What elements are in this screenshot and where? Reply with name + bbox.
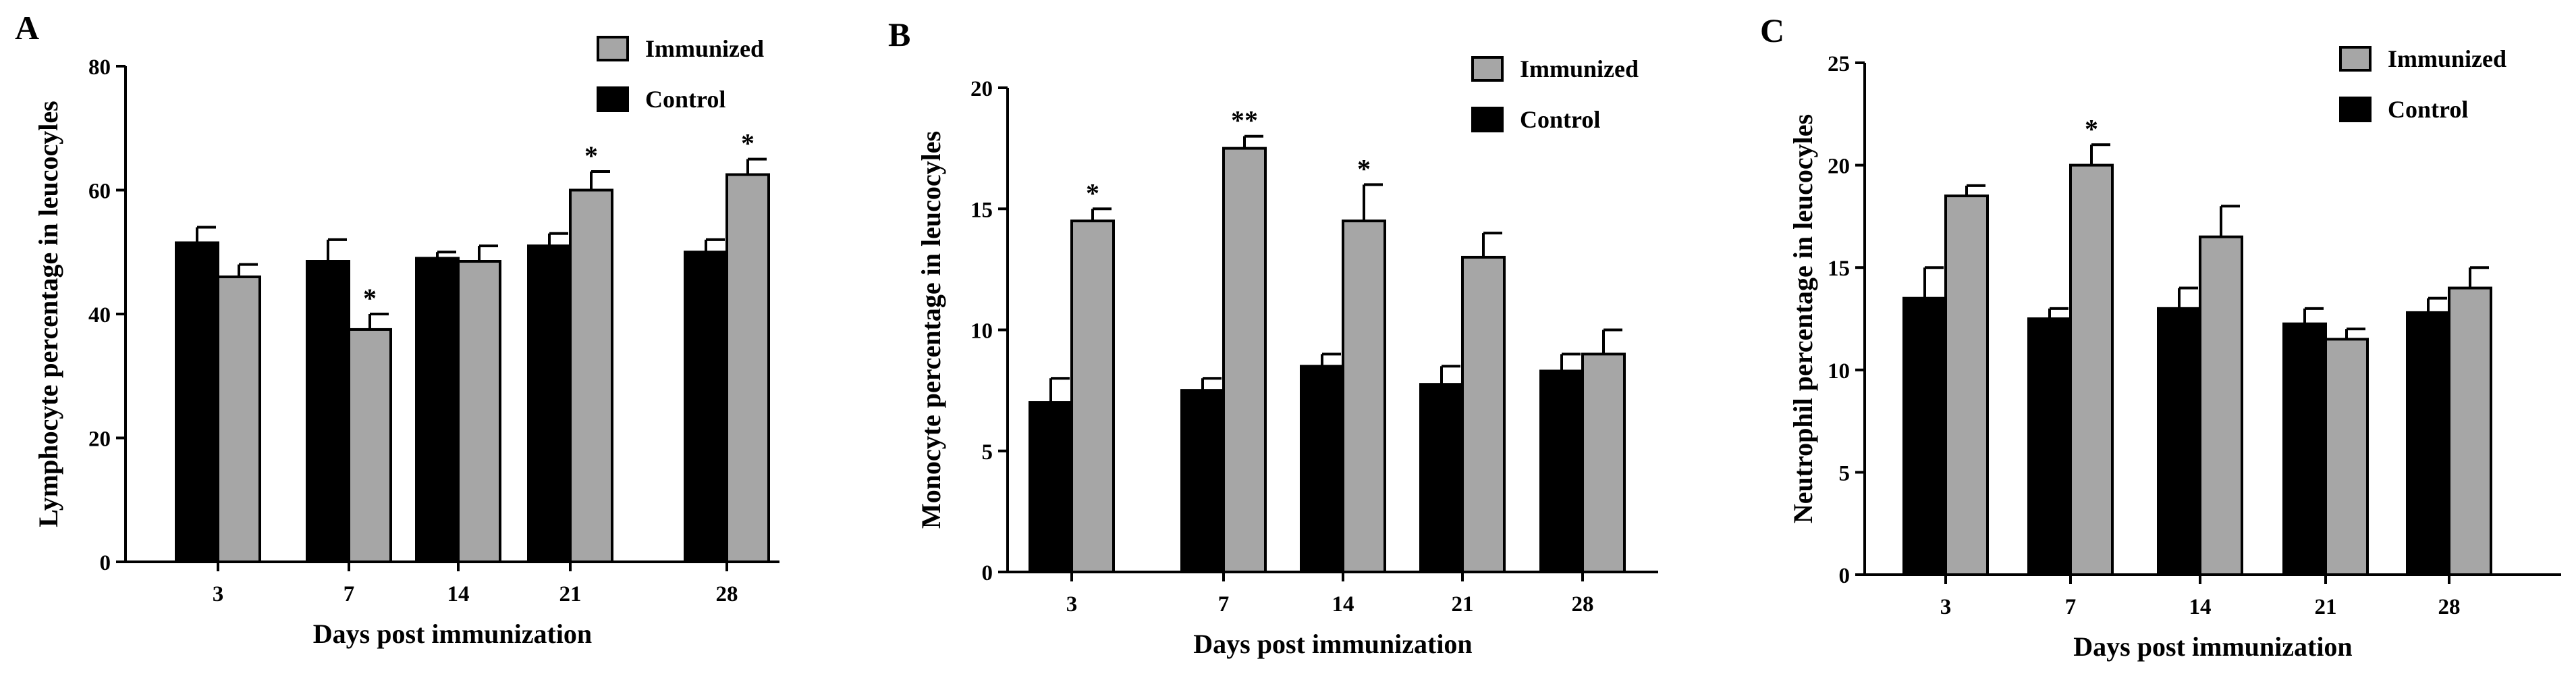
control-bar	[175, 241, 219, 563]
immunized-bar	[217, 275, 261, 563]
x-tick-label: 7	[344, 582, 355, 606]
control-bar	[2157, 307, 2201, 576]
immunized-bar	[1581, 353, 1626, 573]
legend-label-control: Control	[1520, 106, 1600, 133]
x-tick-label: 3	[213, 582, 224, 606]
legend-swatch-control	[1471, 107, 1504, 132]
legend-label-immunized: Immunized	[1520, 55, 1639, 82]
x-tick-label: 7	[2065, 595, 2077, 619]
x-tick-label: 28	[1572, 592, 1594, 617]
x-axis-title: Days post immunization	[1193, 629, 1472, 659]
chart-panel-c: C 0 5 10 15 20 25 3 7 * 14 21 28 Days post immunizati…	[1760, 11, 2561, 662]
x-axis-title: Days post immunization	[313, 619, 592, 649]
immunized-bar	[569, 188, 613, 563]
legend-label-immunized: Immunized	[2388, 45, 2506, 72]
immunized-bar	[1222, 147, 1267, 573]
immunized-bar	[1342, 219, 1386, 573]
legend-label-control: Control	[645, 86, 725, 113]
control-bar	[527, 244, 572, 563]
immunized-bar	[2069, 163, 2114, 577]
control-bar	[415, 257, 460, 563]
immunized-bar	[2448, 286, 2492, 576]
x-tick-label: 3	[1066, 592, 1078, 617]
y-tick-label: 5	[982, 440, 993, 465]
immunized-bar	[457, 260, 501, 563]
immunized-bar	[1944, 194, 1989, 576]
control-bar	[684, 251, 728, 563]
x-tick-label: 21	[559, 582, 582, 606]
y-tick-label: 25	[1828, 52, 1850, 76]
control-bar	[1539, 369, 1584, 573]
immunized-bar	[725, 173, 770, 563]
x-tick-label: 21	[1452, 592, 1474, 617]
legend-swatch-immunized	[597, 36, 629, 61]
legend-swatch-control	[597, 86, 629, 112]
control-bar	[1300, 365, 1344, 574]
immunized-significance-mark: *	[1357, 153, 1371, 184]
x-tick-label: 14	[2189, 595, 2212, 619]
control-bar	[306, 260, 350, 563]
x-tick-label: 3	[1940, 595, 1952, 619]
x-tick-label: 14	[1332, 592, 1354, 617]
chart-panel-b: B 0 5 10 15 20 3 * 7 ** 14 * 21 28 Days post immunizat…	[888, 16, 1658, 659]
y-axis-title: Lymphocyte percentage in leucocyles	[33, 101, 63, 527]
legend-swatch-immunized	[1471, 56, 1504, 82]
chart-panel-a: A 0 20 40 60 80 3 7 * 14 21 * 28 * Days post immunizat…	[15, 9, 779, 649]
y-tick-label: 40	[88, 303, 111, 328]
y-tick-label: 20	[970, 77, 993, 101]
legend-label-control: Control	[2388, 96, 2468, 123]
immunized-bar	[2324, 338, 2369, 576]
x-tick-label: 7	[1218, 592, 1230, 617]
panel-letter: A	[15, 9, 39, 47]
immunized-significance-mark: *	[1086, 178, 1099, 208]
immunized-significance-mark: *	[363, 283, 377, 313]
y-tick-label: 10	[970, 319, 993, 344]
immunized-significance-mark: *	[741, 128, 755, 159]
panel-letter: B	[888, 16, 910, 53]
y-tick-label: 0	[982, 561, 993, 585]
immunized-significance-mark: **	[1231, 105, 1258, 136]
immunized-significance-mark: *	[2085, 113, 2098, 144]
legend-swatch-control	[2339, 97, 2372, 122]
control-bar	[2282, 322, 2327, 576]
panel-letter: C	[1760, 11, 1784, 49]
y-tick-label: 20	[1828, 155, 1850, 179]
control-bar	[1902, 296, 1947, 576]
control-bar	[1180, 389, 1225, 573]
y-tick-label: 20	[88, 427, 111, 452]
control-bar	[2027, 317, 2072, 576]
control-bar	[1029, 401, 1073, 573]
y-tick-label: 80	[88, 55, 111, 80]
x-tick-label: 28	[716, 582, 738, 606]
y-axis-title: Neutrophil percentage in leucocyles	[1788, 114, 1818, 523]
y-tick-label: 60	[88, 180, 111, 204]
y-tick-label: 10	[1828, 359, 1850, 384]
x-tick-label: 28	[2438, 595, 2461, 619]
control-bar	[2406, 311, 2450, 576]
y-tick-label: 0	[1839, 564, 1851, 588]
control-bar	[1419, 383, 1464, 573]
immunized-bar	[2199, 235, 2243, 576]
legend-swatch-immunized	[2339, 46, 2372, 72]
y-tick-label: 15	[1828, 257, 1850, 281]
x-tick-label: 14	[447, 582, 470, 606]
immunized-bar	[1461, 255, 1506, 573]
y-axis-title: Monocyte percentage in leucocyles	[916, 131, 946, 529]
legend-label-immunized: Immunized	[645, 35, 764, 62]
immunized-significance-mark: *	[584, 140, 598, 171]
y-tick-label: 0	[100, 551, 111, 575]
x-axis-title: Days post immunization	[2073, 631, 2352, 662]
immunized-bar	[348, 328, 392, 563]
y-tick-label: 15	[970, 198, 993, 222]
immunized-bar	[1070, 219, 1115, 573]
y-tick-label: 5	[1839, 461, 1851, 486]
x-tick-label: 21	[2315, 595, 2337, 619]
